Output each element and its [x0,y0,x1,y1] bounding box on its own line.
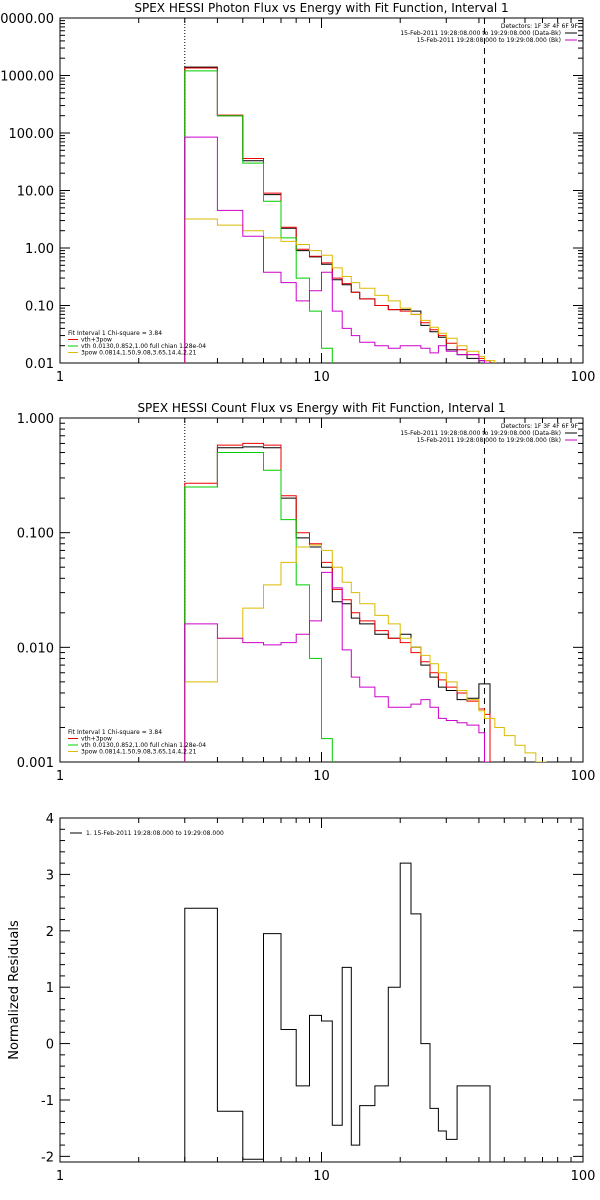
count-flux-title: SPEX HESSI Count Flux vs Energy with Fit… [137,401,505,415]
residuals-legend-text: 1. 15-Feb-2011 19:28:08.000 to 19:29:08.… [86,830,224,837]
residuals-y-tick-label: 4 [46,812,54,827]
residuals-x-tick-label: 100 [571,1169,596,1184]
count-flux-series-1 [184,442,491,762]
count-flux-fit-legend-text: Fit Interval 1 Chi-square = 3.84 [68,729,162,736]
count-flux-legend-text: Detectors: 1F 3F 4F 6F 9F [501,423,579,430]
photon-flux-legend-text: 15-Feb-2011 19:28:08.000 to 19:29:08.000… [400,30,561,37]
residuals-x-tick-label: 10 [313,1169,330,1184]
count-flux-fit-legend-text: vth 0.0130,0.852,1.00 full chian 1.28e-0… [81,742,206,749]
count-flux-legend-text: 15-Feb-2011 19:28:08.000 to 19:29:08.000… [400,430,561,437]
photon-flux-fit-legend-text: vth+3pow [81,337,112,344]
photon-flux-series-2 [184,70,344,363]
count-flux-series-4 [184,571,490,762]
residuals-y-tick-label: 3 [46,868,54,883]
photon-flux-x-tick-label: 1 [56,370,64,385]
count-flux-series-2 [184,452,344,762]
residuals-y-axis-label: Normalized Residuals [7,920,22,1060]
photon-flux-y-tick-label: 10.00 [17,185,54,200]
photon-flux-y-tick-label: 1.00 [25,242,54,257]
photon-flux-y-tick-label: 1000.00 [0,70,54,85]
count-flux-x-tick-label: 100 [571,769,596,784]
photon-flux-title: SPEX HESSI Photon Flux vs Energy with Fi… [134,1,508,15]
photon-flux-y-tick-label: 0.01 [25,357,54,372]
residuals-y-tick-label: -2 [41,1150,54,1165]
count-flux-panel: SPEX HESSI Count Flux vs Energy with Fit… [17,401,596,784]
photon-flux-series-0 [184,66,491,363]
count-flux-y-tick-label: 0.001 [17,756,54,771]
residuals-x-tick-label: 1 [56,1169,64,1184]
photon-flux-x-tick-label: 10 [313,370,330,385]
photon-flux-fit-legend-text: Fit Interval 1 Chi-square = 3.84 [68,330,162,337]
photon-flux-y-tick-label: 0.10 [25,300,54,315]
residuals-frame [59,817,584,1163]
photon-flux-fit-legend-text: 3pow 0.0814,1.50,9.08,3.65,14.4,2.21 [81,350,197,357]
photon-flux-series-3 [184,218,515,363]
residuals-y-tick-label: 2 [46,925,54,940]
photon-flux-x-tick-label: 100 [571,370,596,385]
count-flux-x-tick-label: 1 [56,769,64,784]
count-flux-fit-legend-text: 3pow 0.0814,1.50,9.08,3.65,14.4,2.21 [81,749,197,756]
photon-flux-legend-text: 15-Feb-2011 19:28:08.000 to 19:29:08.000… [417,37,561,44]
residuals-y-tick-label: -1 [41,1094,54,1109]
count-flux-y-tick-label: 1.000 [17,412,54,427]
residuals-y-tick-label: 0 [46,1038,54,1053]
photon-flux-y-tick-label: 100.00 [9,127,55,142]
residuals-y-tick-label: 1 [46,981,54,996]
photon-flux-panel: SPEX HESSI Photon Flux vs Energy with Fi… [0,1,595,385]
photon-flux-fit-legend-text: vth 0.0130,0.852,1.00 full chian 1.28e-0… [81,343,206,350]
photon-flux-series-4 [184,136,490,363]
count-flux-legend-text: 15-Feb-2011 19:28:08.000 to 19:29:08.000… [417,437,561,444]
residuals-series-0 [184,862,491,1162]
count-flux-series-0 [184,446,491,762]
count-flux-x-tick-label: 10 [313,769,330,784]
count-flux-series-3 [184,544,547,762]
count-flux-y-tick-label: 0.010 [17,641,54,656]
count-flux-y-tick-label: 0.100 [17,527,54,542]
photon-flux-series-1 [184,67,491,363]
photon-flux-legend-text: Detectors: 1F 3F 4F 6F 9F [501,23,579,30]
count-flux-fit-legend-text: vth+3pow [81,736,112,743]
